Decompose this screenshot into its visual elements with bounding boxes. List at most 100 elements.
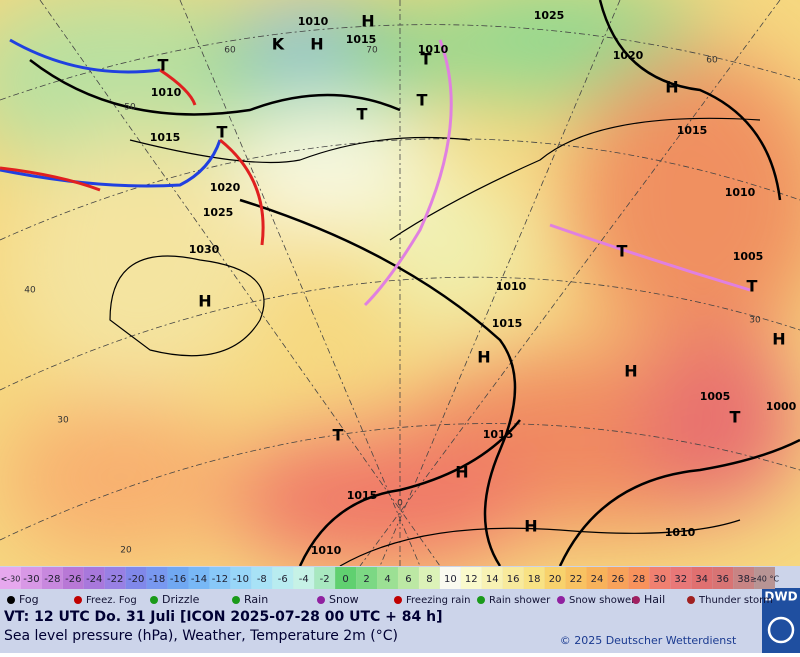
colorbar-label: 14	[486, 574, 499, 585]
colorbar-cell	[607, 567, 629, 589]
colorbar-cell	[188, 567, 210, 589]
pressure-label: T	[333, 426, 344, 445]
colorbar-label: 34	[695, 574, 708, 585]
colorbar-cell	[418, 567, 440, 589]
pressure-label: H	[455, 463, 468, 482]
colorbar-label: -14	[191, 574, 207, 585]
grid-label: 70	[366, 46, 378, 56]
pressure-label: T	[417, 91, 428, 110]
colorbar-label: 10	[444, 574, 457, 585]
grid-label: 30	[57, 416, 69, 426]
colorbar-label: 6	[405, 574, 411, 585]
colorbar-cell	[481, 567, 503, 589]
legend-label: Drizzle	[162, 593, 200, 606]
colorbar-cell	[356, 567, 378, 589]
colorbar-cell	[523, 567, 545, 589]
colorbar-label: 2	[363, 574, 369, 585]
pressure-label: 1015	[483, 428, 514, 441]
legend-label: Snow	[329, 593, 359, 606]
colorbar-label: -20	[128, 574, 144, 585]
colorbar-cell	[377, 567, 398, 589]
colorbar-label: 8	[426, 574, 432, 585]
colorbar-cell	[733, 567, 755, 589]
pressure-label: 1025	[203, 206, 234, 219]
pressure-label: 1010	[151, 86, 182, 99]
colorbar-cell	[83, 567, 105, 589]
pressure-label: 1000	[766, 400, 797, 413]
legend-icon	[232, 596, 240, 604]
colorbar-cell	[167, 567, 189, 589]
colorbar-label: 22	[570, 574, 583, 585]
pressure-label: H	[477, 348, 490, 367]
colorbar-label: -28	[44, 574, 60, 585]
pressure-label: T	[617, 242, 628, 261]
grid-label: 60	[224, 46, 236, 56]
colorbar-cell	[565, 567, 587, 589]
pressure-label: H	[772, 330, 785, 349]
colorbar-cell	[691, 567, 713, 589]
pressure-label: 1015	[677, 124, 708, 137]
colorbar-label: 18	[528, 574, 541, 585]
pressure-label: T	[158, 56, 169, 75]
pressure-label: 1005	[733, 250, 764, 263]
pressure-label: H	[624, 362, 637, 381]
colorbar-cell	[712, 567, 734, 589]
pressure-label: 1010	[311, 544, 342, 557]
colorbar-label: -26	[65, 574, 81, 585]
colorbar-label: -12	[212, 574, 228, 585]
pressure-label: H	[665, 78, 678, 97]
legend-icon	[477, 596, 485, 604]
colorbar-label: 38	[737, 574, 750, 585]
pressure-label: 1015	[492, 317, 523, 330]
fronts	[0, 38, 751, 307]
colorbar-cell	[293, 567, 315, 589]
pressure-label: 1015	[150, 131, 181, 144]
colorbar-label: -30	[23, 574, 39, 585]
product-description: Sea level pressure (hPa), Weather, Tempe…	[4, 628, 398, 644]
colorbar-label: 24	[591, 574, 604, 585]
colorbar-label: <-30	[1, 575, 21, 584]
pressure-label: H	[310, 35, 323, 54]
isobars	[29, 0, 800, 567]
pressure-label: 1015	[347, 489, 378, 502]
pressure-label: 1010	[418, 43, 449, 56]
colorbar-cell	[754, 567, 775, 589]
legend-icon	[7, 596, 15, 604]
logo-text: DWD	[764, 590, 797, 604]
pressure-label: 1005	[700, 390, 731, 403]
colorbar-label: -8	[257, 574, 267, 585]
colorbar-cell	[649, 567, 671, 589]
pressure-label: 1020	[613, 49, 644, 62]
colorbar-label: 0	[342, 574, 348, 585]
pressure-label: 1020	[210, 181, 241, 194]
colorbar-label: 28	[632, 574, 645, 585]
pressure-label: 1010	[298, 15, 329, 28]
colorbar-label: -22	[107, 574, 123, 585]
colorbar-label: -6	[278, 574, 288, 585]
legend-label: Freez. Fog	[86, 595, 137, 606]
legend-icon	[150, 596, 158, 604]
colorbar-label: -24	[86, 574, 102, 585]
legend-label: Rain	[244, 593, 268, 606]
colorbar-label: -16	[170, 574, 186, 585]
grid-label: 20	[120, 546, 132, 556]
colorbar-cell	[146, 567, 168, 589]
pressure-label: K	[272, 35, 285, 54]
colorbar-label: 4	[384, 574, 390, 585]
pressure-label: T	[747, 277, 758, 296]
colorbar-label: 12	[465, 574, 478, 585]
legend-label: Freezing rain	[406, 595, 470, 606]
valid-time: VT: 12 UTC Do. 31 Juli [ICON 2025-07-28 …	[4, 609, 443, 625]
colorbar-cell	[41, 567, 63, 589]
pressure-label: 1010	[496, 280, 527, 293]
legend-icon	[74, 596, 82, 604]
legend-icon	[394, 596, 402, 604]
colorbar-cell	[104, 567, 126, 589]
pressure-label: T	[421, 50, 432, 69]
colorbar-cell	[397, 567, 419, 589]
colorbar-cell	[62, 567, 84, 589]
legend-label: Snow shower	[569, 595, 636, 606]
colorbar-label: ≥40 °C	[750, 575, 779, 584]
colorbar-cell	[439, 567, 461, 589]
pressure-label: H	[198, 292, 211, 311]
